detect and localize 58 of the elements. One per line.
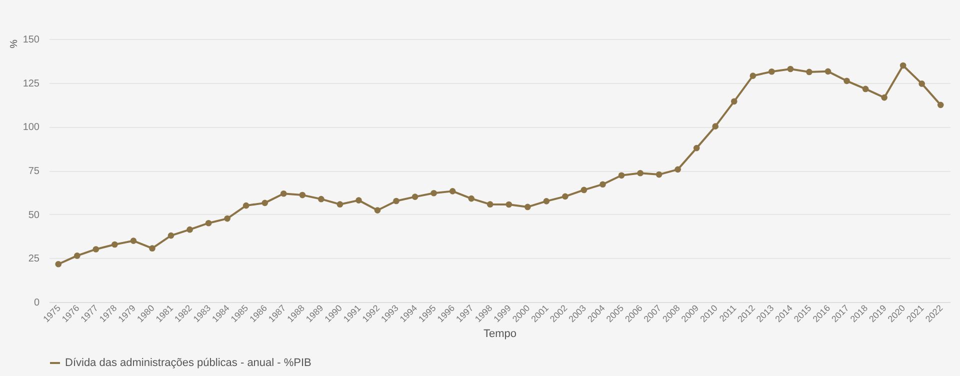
point [600, 181, 606, 188]
point [393, 198, 400, 204]
point [92, 246, 100, 252]
point [637, 170, 644, 176]
y-tick-label: 75 [28, 166, 40, 177]
legend-label: Dívida das administrações públicas - anual - %PIB [65, 357, 312, 369]
y-axis-title: % [8, 39, 20, 48]
point [562, 193, 568, 200]
y-tick-label: 125 [22, 78, 40, 90]
point [242, 202, 250, 209]
point [168, 232, 174, 239]
y-tick-label: 0 [34, 298, 40, 308]
point [580, 186, 588, 194]
point [918, 80, 926, 87]
point [149, 245, 156, 252]
point [844, 78, 850, 84]
point [299, 192, 306, 198]
point [712, 123, 719, 130]
point [356, 197, 362, 204]
point [806, 68, 812, 76]
point [674, 166, 681, 173]
point [468, 195, 475, 202]
point [430, 190, 437, 196]
point [937, 102, 944, 108]
point [55, 260, 62, 268]
point [862, 86, 869, 92]
point [262, 200, 268, 206]
point [412, 194, 418, 200]
y-tick-label: 25 [28, 254, 40, 265]
point [112, 241, 118, 248]
y-tick-label: 150 [22, 34, 40, 46]
point [336, 201, 344, 208]
point [130, 238, 137, 244]
point [543, 198, 550, 204]
x-axis-title: Tempo [483, 328, 517, 340]
point [224, 215, 230, 222]
point [449, 188, 456, 194]
point [186, 226, 193, 233]
point [881, 94, 888, 101]
point [730, 98, 738, 105]
point [656, 171, 662, 178]
point [374, 207, 381, 214]
point [318, 196, 324, 202]
point [506, 201, 512, 208]
point [74, 252, 80, 259]
point [787, 66, 794, 72]
point [486, 201, 494, 208]
point [768, 68, 775, 75]
point [205, 220, 212, 226]
y-tick-label: 100 [22, 122, 40, 134]
point [693, 144, 700, 152]
point [280, 190, 287, 197]
y-tick-label: 50 [28, 210, 40, 221]
point [824, 68, 832, 75]
point [900, 62, 906, 69]
point [750, 72, 756, 79]
point [524, 204, 531, 210]
point [618, 172, 625, 179]
